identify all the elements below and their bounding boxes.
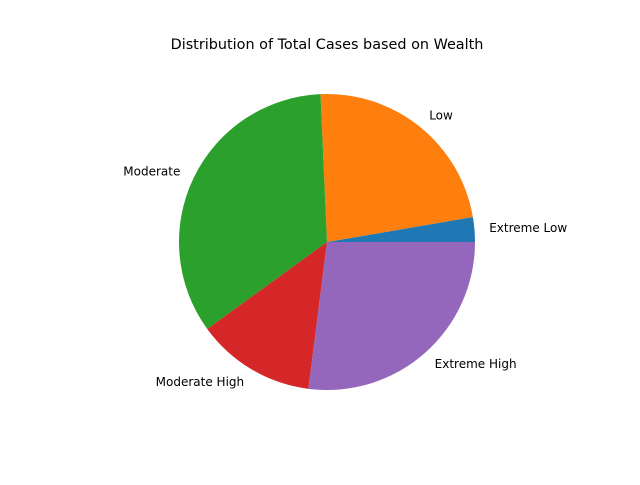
pie-slice-moderate — [178, 94, 327, 329]
pie-slice-moderate-high — [207, 242, 327, 389]
pie-slice-low — [320, 94, 473, 242]
pie-labels: Extreme Low Low Moderate Moderate High Extre… — [123, 108, 567, 389]
pie-slice-extreme-high — [308, 242, 475, 390]
pie-slice-extreme-low — [327, 217, 475, 242]
pie-label-extreme-high: Extreme High — [435, 357, 517, 371]
pie-label-moderate-high: Moderate High — [156, 375, 244, 389]
pie-label-low: Low — [429, 108, 453, 122]
pie-label-extreme-low: Extreme Low — [489, 221, 567, 235]
chart-title: Distribution of Total Cases based on Wea… — [171, 37, 484, 53]
pie-label-moderate: Moderate — [123, 164, 180, 178]
pie-slices — [178, 94, 475, 390]
